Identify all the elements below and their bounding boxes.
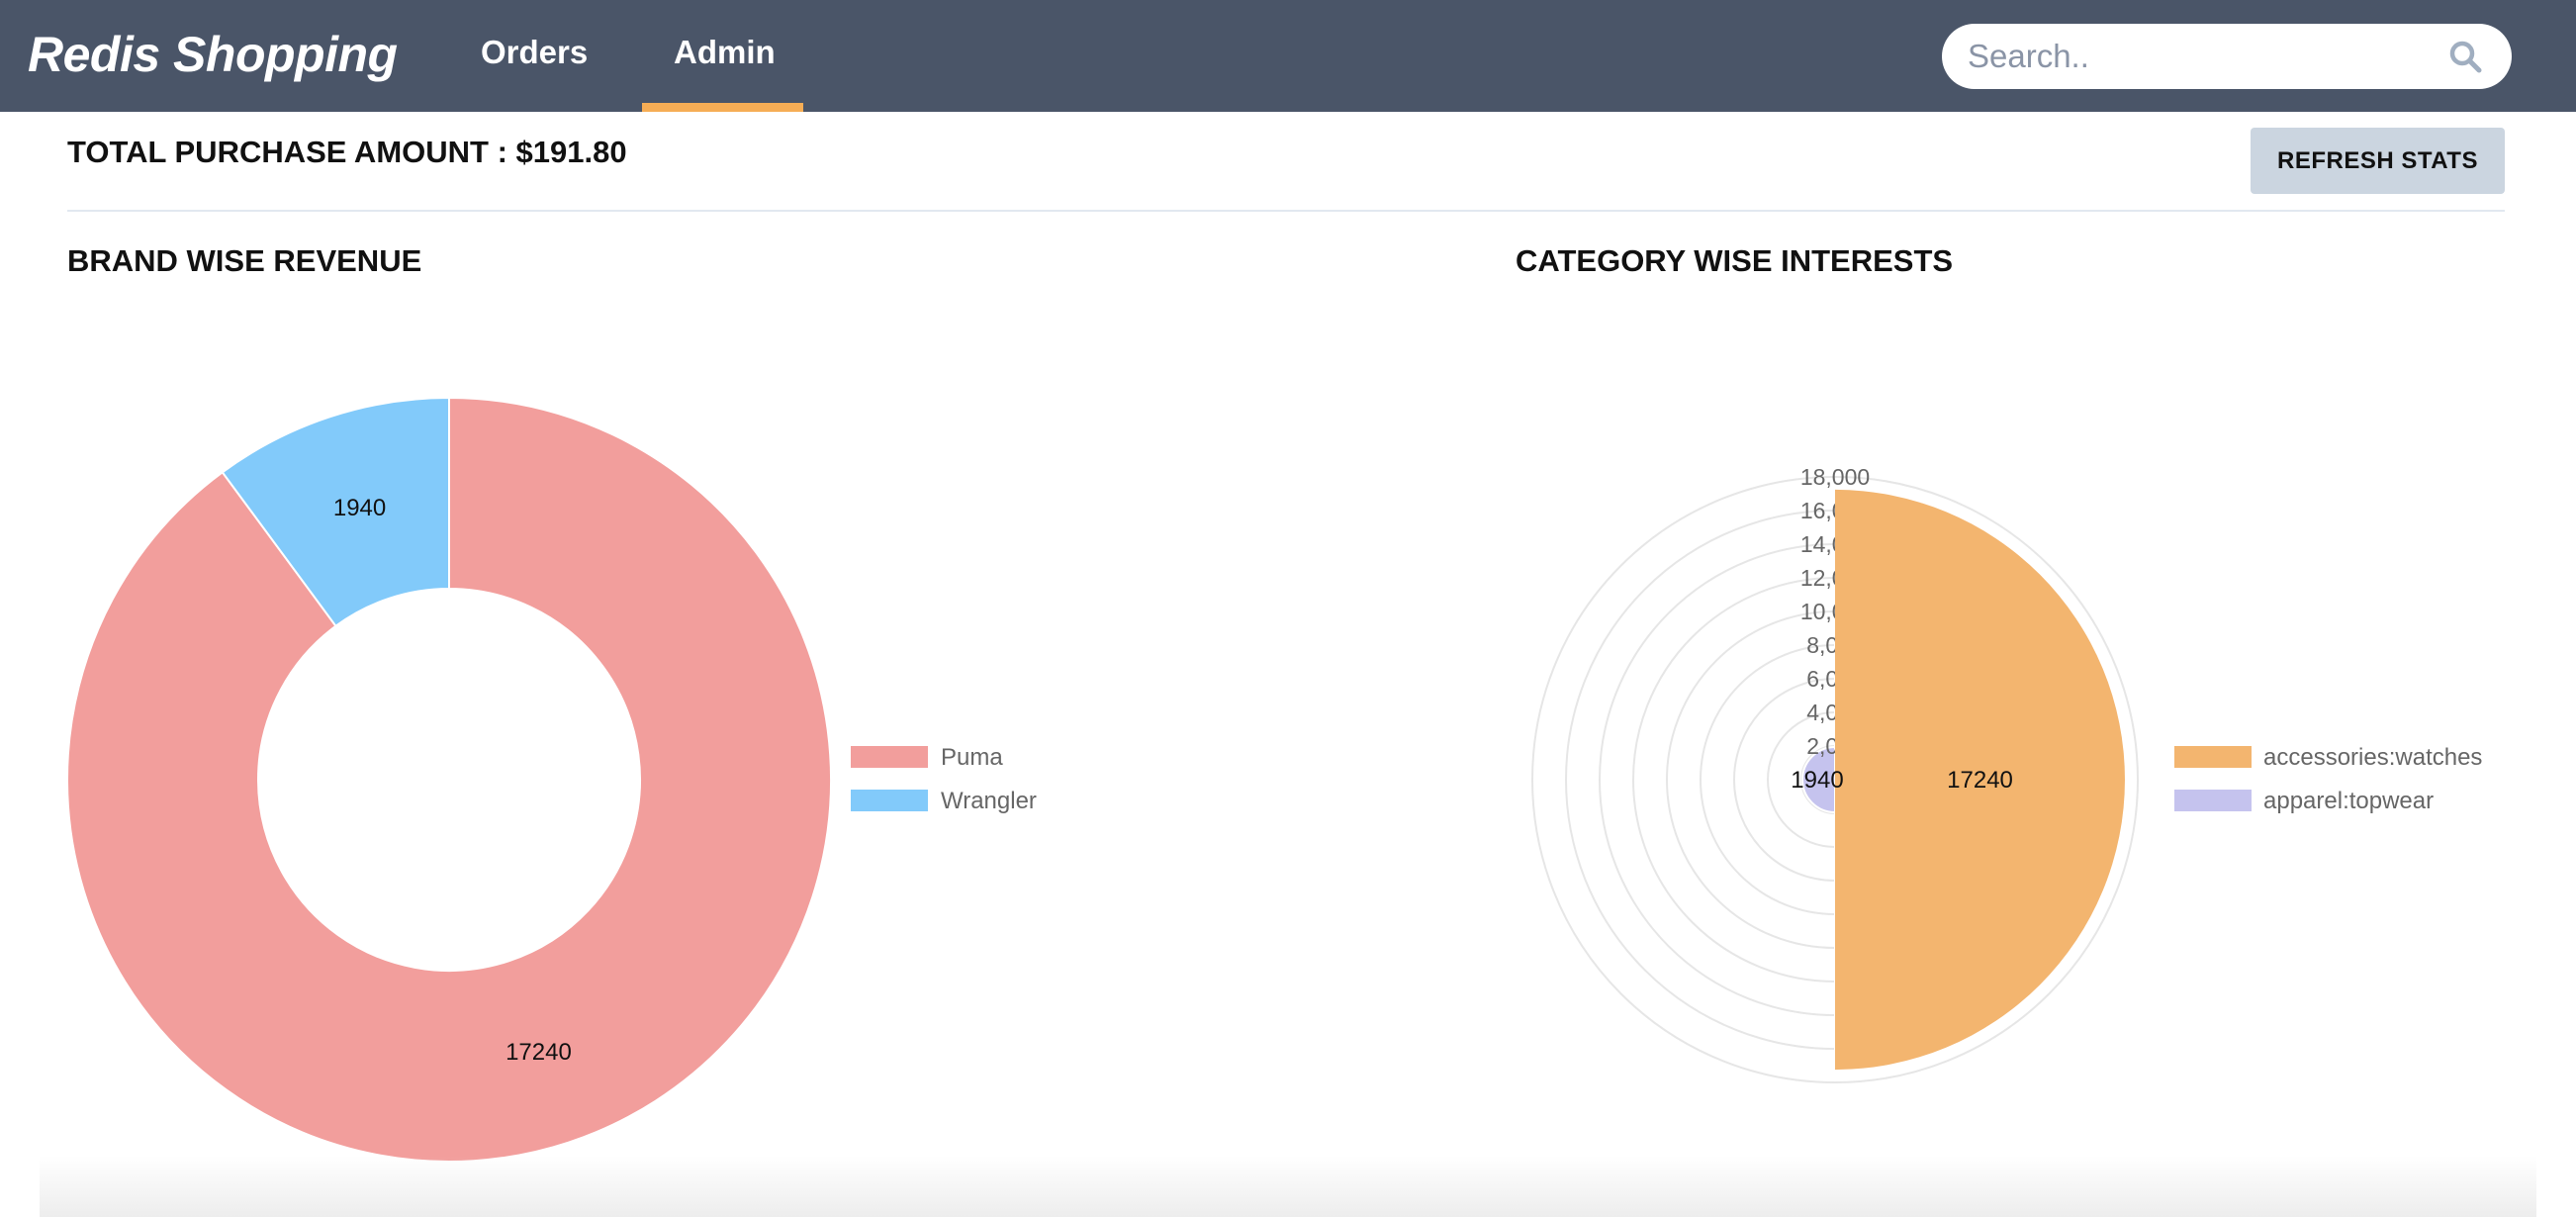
refresh-stats-button[interactable]: REFRESH STATS xyxy=(2251,128,2505,194)
polar-data-label-apparel-topwear: 1940 xyxy=(1791,767,1843,794)
legend-swatch-apparel-topwear[interactable] xyxy=(2174,790,2252,811)
legend-swatch-wrangler[interactable] xyxy=(851,790,928,811)
polar-segment-apparel-topwear[interactable] xyxy=(1801,746,1836,813)
nav-link-admin[interactable]: Admin xyxy=(674,34,776,70)
search-input[interactable] xyxy=(1966,32,2405,81)
brand-logo[interactable]: Redis Shopping xyxy=(28,27,398,82)
doughnut-data-label-wrangler: 1940 xyxy=(333,495,386,521)
legend-label-wrangler[interactable]: Wrangler xyxy=(941,788,1037,814)
legend-swatch-puma[interactable] xyxy=(851,746,928,768)
legend-swatch-accessories-watches[interactable] xyxy=(2174,746,2252,768)
header-divider xyxy=(67,210,2505,212)
legend-label-apparel-topwear[interactable]: apparel:topwear xyxy=(2263,788,2434,814)
doughnut-slice-puma[interactable] xyxy=(66,396,832,1163)
total-purchase-amount: TOTAL PURCHASE AMOUNT : $191.80 xyxy=(67,135,627,169)
legend-label-accessories-watches[interactable]: accessories:watches xyxy=(2263,744,2482,771)
polar-data-label-accessories-watches: 17240 xyxy=(1947,767,2013,794)
polar-grid-ring xyxy=(1531,476,2139,1083)
nav-link-orders[interactable]: Orders xyxy=(481,34,589,70)
category-interests-title: CATEGORY WISE INTERESTS xyxy=(1516,243,1954,278)
search-box[interactable] xyxy=(1942,24,2512,89)
polar-tick-label: 18,000 xyxy=(1800,464,1870,490)
doughnut-data-label-puma: 17240 xyxy=(506,1039,572,1066)
top-navbar: Redis Shopping Orders Admin xyxy=(0,0,2576,112)
active-tab-indicator xyxy=(642,103,803,112)
legend-label-puma[interactable]: Puma xyxy=(941,744,1003,771)
search-icon[interactable] xyxy=(2447,39,2483,74)
doughnut-slice-wrangler[interactable] xyxy=(221,396,450,628)
brand-revenue-title: BRAND WISE REVENUE xyxy=(67,243,422,278)
polar-segment-overlay xyxy=(1835,489,2125,1071)
footer-shadow xyxy=(40,1156,2536,1217)
